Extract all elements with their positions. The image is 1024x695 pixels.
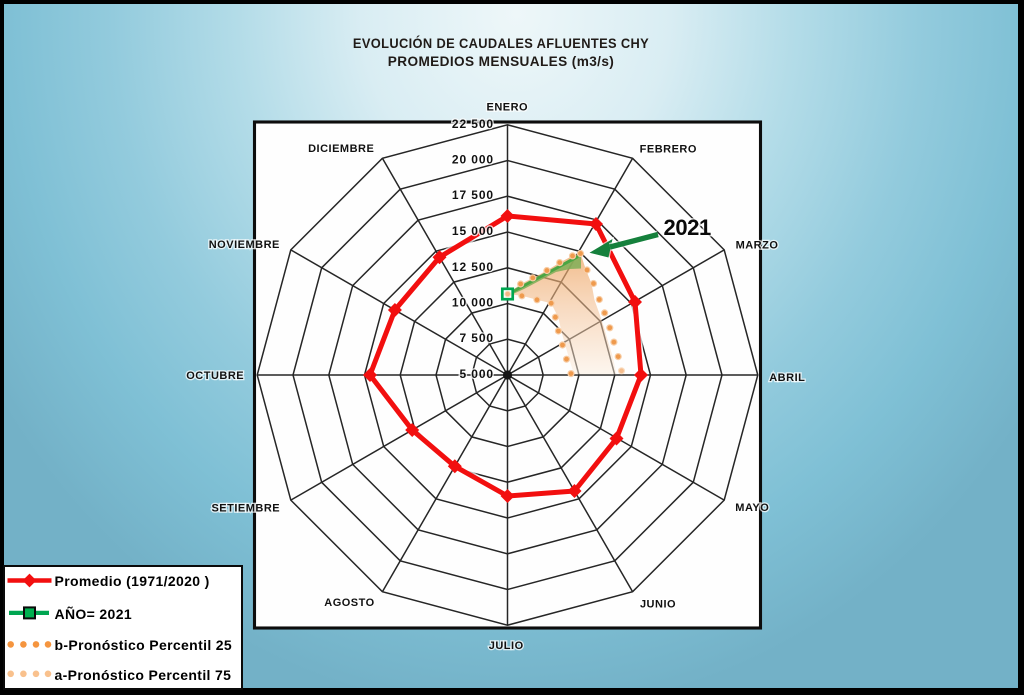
svg-text:12 500: 12 500 (452, 260, 494, 274)
svg-text:SETIEMBRE: SETIEMBRE (211, 503, 280, 515)
svg-text:JULIO: JULIO (489, 640, 524, 652)
svg-text:17 500: 17 500 (452, 188, 494, 202)
svg-text:AGOSTO: AGOSTO (324, 597, 374, 609)
svg-text:MARZO: MARZO (736, 240, 779, 252)
svg-text:2021: 2021 (664, 215, 712, 240)
svg-text:ABRIL: ABRIL (769, 372, 805, 384)
svg-text:7 500: 7 500 (459, 331, 494, 345)
svg-text:5 000: 5 000 (459, 367, 494, 381)
svg-text:DICIEMBRE: DICIEMBRE (308, 143, 374, 155)
svg-text:JUNIO: JUNIO (640, 599, 676, 611)
svg-text:20 000: 20 000 (452, 153, 494, 167)
svg-text:NOVIEMBRE: NOVIEMBRE (209, 239, 280, 251)
svg-text:ENERO: ENERO (486, 102, 528, 114)
svg-text:OCTUBRE: OCTUBRE (186, 370, 244, 382)
svg-text:FEBRERO: FEBRERO (640, 143, 697, 155)
svg-text:10 000: 10 000 (452, 296, 494, 310)
svg-text:15 000: 15 000 (452, 224, 494, 238)
svg-text:MAYO: MAYO (735, 502, 769, 514)
svg-text:22 500: 22 500 (452, 117, 494, 131)
